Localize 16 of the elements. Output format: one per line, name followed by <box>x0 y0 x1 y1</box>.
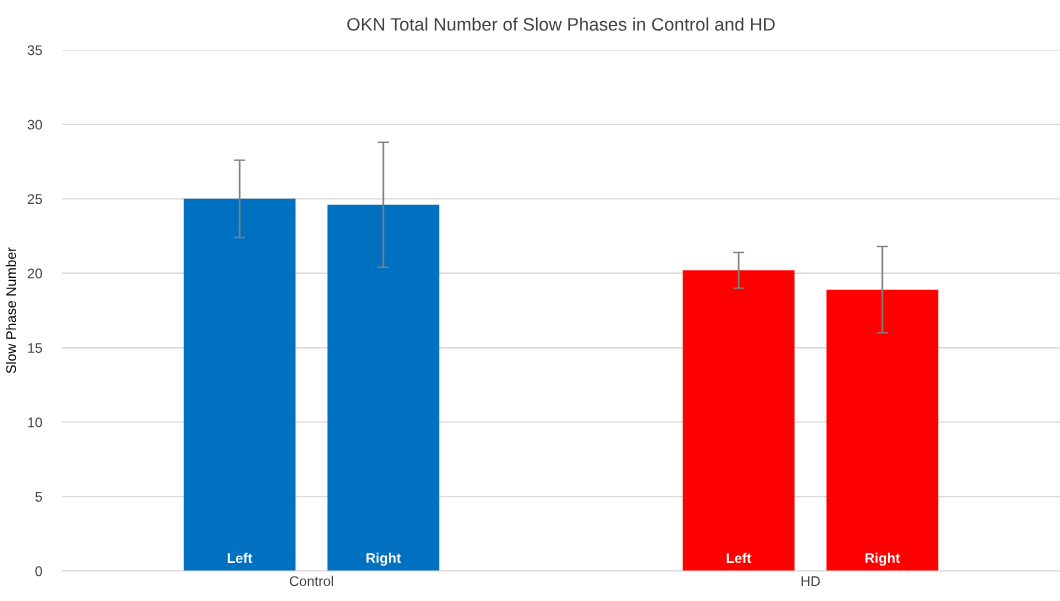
y-tick-label: 35 <box>27 45 42 56</box>
x-tick-label: Control <box>289 575 333 587</box>
y-tick-label: 15 <box>28 343 42 353</box>
y-axis-title: Slow Phase Number <box>5 247 17 374</box>
y-tick-label: 5 <box>35 492 42 502</box>
text: Left <box>726 552 752 564</box>
text: Right <box>865 552 900 566</box>
y-tick-label: 10 <box>28 417 43 428</box>
x-tick-label: HD <box>801 576 820 586</box>
series-label: Left <box>227 552 253 564</box>
y-tick-label: 20 <box>27 268 43 279</box>
y-tick-label: 0 <box>35 566 43 577</box>
series-label: Right <box>366 552 401 566</box>
y-tick-label: 30 <box>27 119 43 130</box>
chart-title: OKN Total Number of Slow Phases in Control and HD <box>347 17 775 31</box>
y-tick-label: 25 <box>27 194 42 205</box>
